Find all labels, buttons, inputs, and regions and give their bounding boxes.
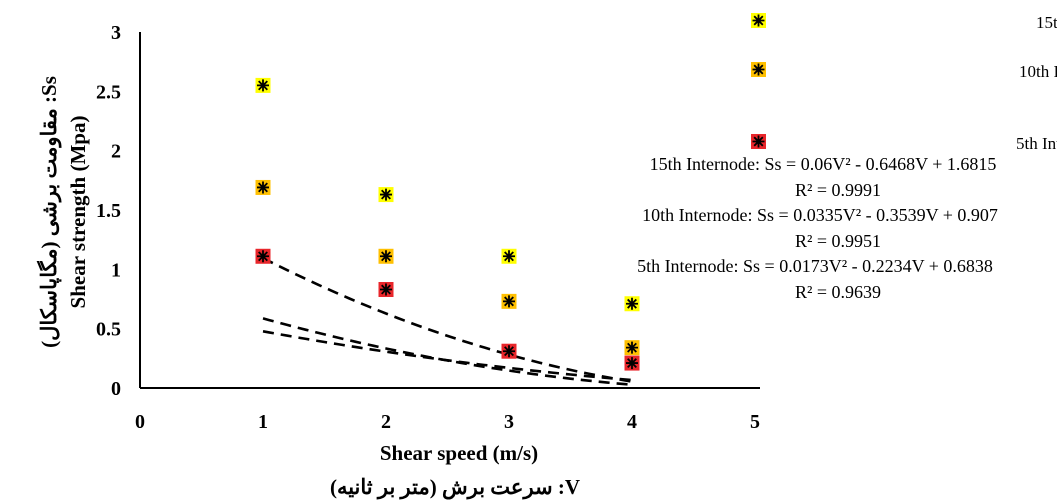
data-point [501,293,517,309]
point-star [503,295,515,308]
r-squared-10th: R² = 0.9951 [795,231,881,251]
legend-label-10th: میان گره دهم (10th Internode [1019,61,1057,82]
trendlines [262,256,633,387]
data-points [255,77,640,371]
data-point [501,343,517,359]
equation-15th: 15th Internode: Ss = 0.06V² - 0.6468V + … [650,154,997,174]
y-tick-label: 1.5 [96,200,121,222]
data-point [624,340,640,356]
x-tick-labels: 0 1 2 3 4 5 [135,411,760,433]
data-point [624,355,640,371]
x-tick-label: 2 [381,411,391,433]
x-tick-label: 0 [135,411,145,433]
point-star [257,79,269,92]
data-point [378,282,394,298]
point-star [257,181,269,194]
data-point [624,296,640,312]
y-tick-label: 0 [111,378,121,400]
data-point [255,77,271,93]
legend-item-10th-internode: میان گره دهم (10th Internode [751,61,1057,82]
y-axis-title: Shear strength (Mpa) [66,116,90,309]
y-tick-label: 2 [111,141,121,163]
trendline-0 [262,256,633,383]
point-star [380,250,392,263]
legend-star-10th [752,63,765,76]
data-point [378,248,394,264]
data-point [501,248,517,264]
point-star [380,188,392,201]
axes [139,32,760,389]
legend: میان گره پانزدهم (15th Internode میان گر… [751,12,1057,154]
y-tick-label: 3 [111,22,121,44]
x-tick-label: 5 [750,411,760,433]
trendline-equations: 15th Internode: Ss = 0.06V² - 0.6468V + … [637,154,998,302]
y-tick-label: 1 [111,259,121,281]
r-squared-5th: R² = 0.9639 [795,282,881,302]
x-axis-title-persian: V: سرعت برش (متر بر ثانیه) [330,475,580,500]
point-star [503,345,515,358]
point-star [626,357,638,370]
point-star [380,283,392,296]
x-axis-title: Shear speed (m/s) [380,441,538,465]
legend-item-15th-internode: میان گره پانزدهم (15th Internode [751,12,1057,33]
r-squared-15th: R² = 0.9991 [795,180,881,200]
point-star [503,250,515,263]
legend-item-5th-internode: میان گره پنجم (5th Internode [751,133,1057,154]
y-axis-title-persian: Ss: مقاومت برشی (مگاپاسکال) [36,76,62,348]
y-tick-label: 0.5 [96,319,121,341]
data-point [255,248,271,264]
legend-label-15th: میان گره پانزدهم (15th Internode [1036,12,1057,33]
x-tick-label: 4 [627,411,637,433]
point-star [626,341,638,354]
equation-5th: 5th Internode: Ss = 0.0173V² - 0.2234V +… [637,256,993,276]
legend-label-5th: میان گره پنجم (5th Internode [1016,133,1057,154]
trendline-2 [262,330,633,382]
point-star [257,250,269,263]
data-point [255,179,271,195]
y-tick-labels: 0 0.5 1 1.5 2 2.5 3 [96,22,121,400]
x-tick-label: 3 [504,411,514,433]
y-tick-label: 2.5 [96,81,121,103]
legend-star-5th [752,135,765,148]
x-tick-label: 1 [258,411,268,433]
point-star [626,297,638,310]
data-point [378,187,394,203]
legend-star-15th [752,14,765,27]
equation-10th: 10th Internode: Ss = 0.0335V² - 0.3539V … [642,205,998,225]
